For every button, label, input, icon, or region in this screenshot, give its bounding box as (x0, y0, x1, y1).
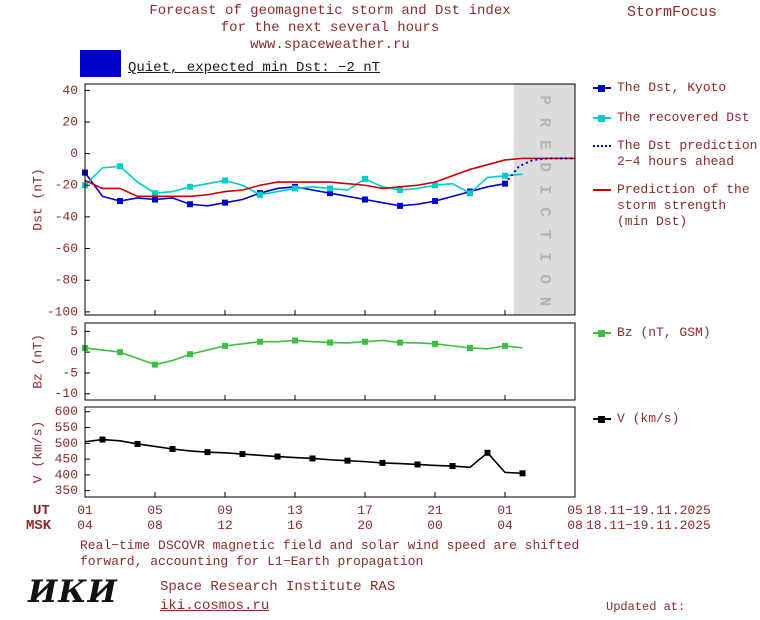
title-url: www.spaceweather.ru (250, 37, 410, 53)
legend-item-bz: Bz (nT, GSM) (593, 325, 711, 341)
legend-marker (598, 114, 605, 122)
updated-at-label: Updated at: (606, 600, 686, 614)
legend-item-v: V (km/s) (593, 411, 679, 427)
legend-item-dst-prediction: The Dst prediction 2−4 hours ahead (593, 138, 757, 170)
brand-stormfocus: StormFocus (627, 4, 718, 21)
legend-item-dst-kyoto: The Dst, Kyoto (593, 80, 726, 96)
legend-label: Prediction of the storm strength (min Dst) (617, 182, 750, 229)
footer-note-line-1: Real−time DSCOVR magnetic field and sola… (80, 538, 580, 553)
institute-site-link[interactable]: iki.cosmos.ru (160, 598, 270, 614)
institute-name: Space Research Institute RAS (160, 579, 396, 595)
title-line-1: Forecast of geomagnetic storm and Dst in… (149, 3, 511, 19)
footer-note: Real−time DSCOVR magnetic field and sola… (80, 538, 579, 570)
legend-swatch (593, 114, 611, 122)
legend-label: The Dst prediction 2−4 hours ahead (617, 138, 758, 169)
legend-swatch (593, 329, 611, 337)
legend-item-recovered-dst: The recovered Dst (593, 110, 750, 126)
storm-level-swatch (80, 50, 121, 77)
legend-swatch (593, 84, 611, 92)
legend-item-storm-prediction: Prediction of the storm strength (min Dst) (593, 182, 750, 230)
iki-logo: ИКИ (28, 574, 118, 610)
legend-marker (598, 329, 605, 337)
storm-level-label: Quiet, expected min Dst: −2 nT (128, 60, 381, 76)
legend-marker (598, 415, 605, 423)
legend-label: The Dst, Kyoto (617, 80, 727, 95)
legend-swatch (593, 189, 611, 191)
legend-label: The recovered Dst (617, 110, 750, 125)
legend-label: Bz (nT, GSM) (617, 325, 711, 340)
updated-at-block: Updated at: UT 01:05, 19.11.2025 MSK 04:… (606, 567, 757, 620)
legend-swatch (593, 415, 611, 423)
legend-label: V (km/s) (617, 411, 680, 426)
legend-swatch (593, 145, 611, 147)
footer-note-line-2: forward, accounting for L1−Earth propaga… (80, 554, 424, 569)
storm-level-status: Quiet, expected min Dst: −2 nT (80, 50, 380, 77)
title-line-2: for the next several hours (220, 20, 440, 36)
page-title: Forecast of geomagnetic storm and Dst in… (85, 3, 575, 54)
legend-marker (598, 84, 605, 92)
